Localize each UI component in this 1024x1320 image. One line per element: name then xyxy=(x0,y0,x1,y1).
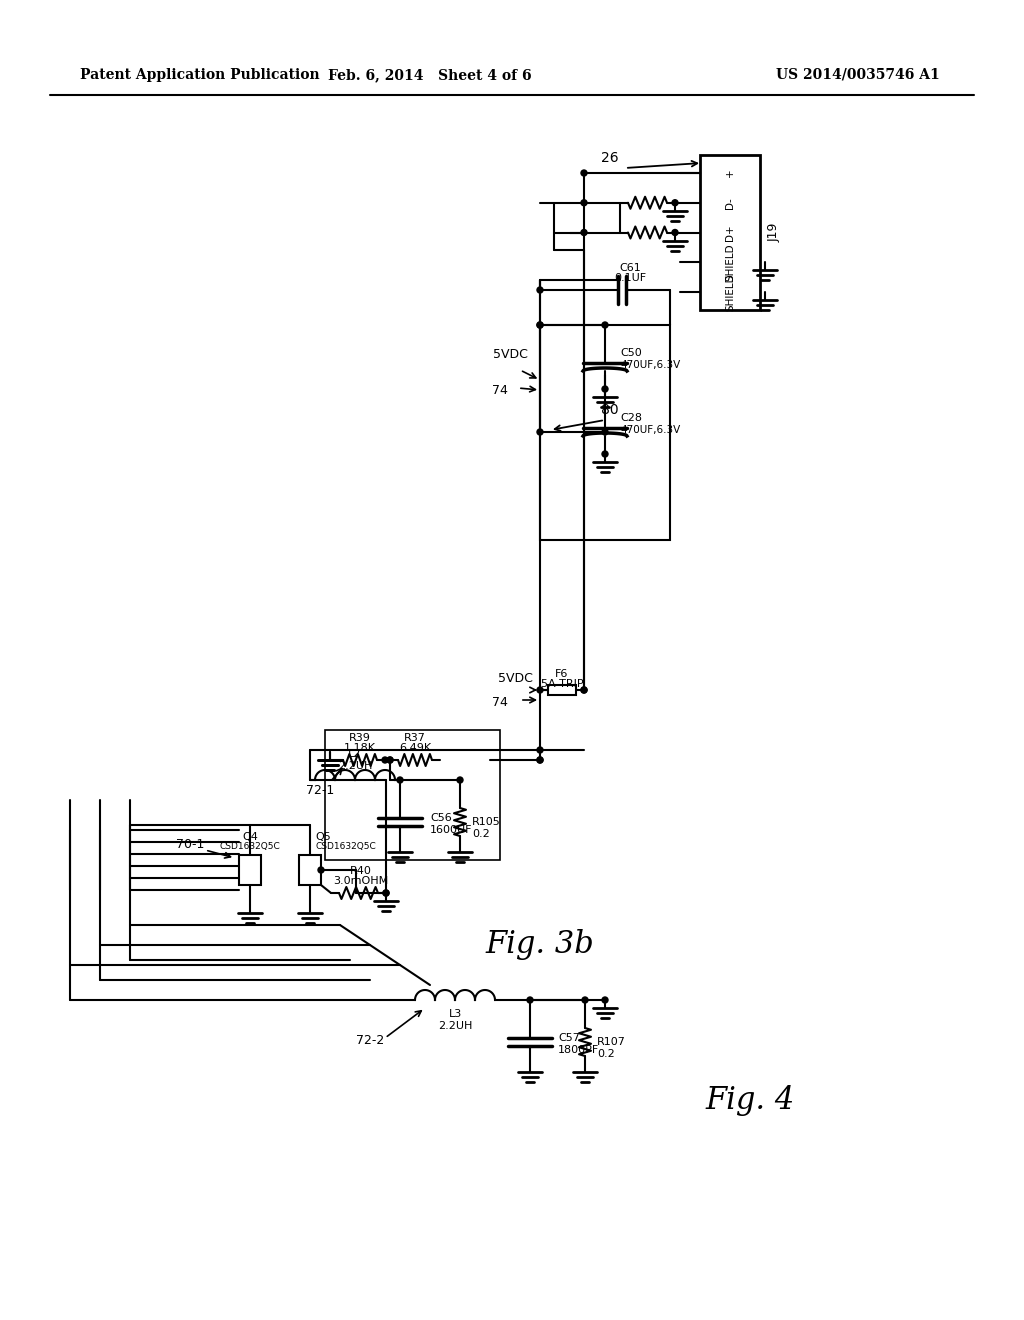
Text: Q4: Q4 xyxy=(242,832,258,842)
Text: 1.18K: 1.18K xyxy=(344,743,376,752)
Circle shape xyxy=(581,686,587,693)
Text: R40: R40 xyxy=(350,866,372,876)
Circle shape xyxy=(383,890,389,896)
Bar xyxy=(239,855,261,884)
Circle shape xyxy=(537,322,543,327)
Circle shape xyxy=(457,777,463,783)
Text: Q5: Q5 xyxy=(315,832,331,842)
Text: +: + xyxy=(725,169,735,177)
Circle shape xyxy=(537,756,543,763)
Text: 5VDC: 5VDC xyxy=(498,672,532,685)
Text: 5A TRIP: 5A TRIP xyxy=(541,678,584,689)
Text: J19: J19 xyxy=(768,223,780,242)
Circle shape xyxy=(537,322,543,327)
Text: SHIELD: SHIELD xyxy=(725,273,735,310)
Text: L3
2.2UH: L3 2.2UH xyxy=(438,1010,472,1031)
Circle shape xyxy=(537,756,543,763)
Text: 470UF,6.3V: 470UF,6.3V xyxy=(620,360,680,370)
Text: D-: D- xyxy=(725,197,735,209)
Text: 1600UF: 1600UF xyxy=(430,825,472,836)
Text: 6.49K: 6.49K xyxy=(399,743,431,752)
Circle shape xyxy=(387,756,393,763)
Text: R105: R105 xyxy=(472,817,501,828)
Circle shape xyxy=(382,756,388,763)
Circle shape xyxy=(602,322,608,327)
Text: 3.0mOHM: 3.0mOHM xyxy=(334,876,389,886)
Text: C28: C28 xyxy=(620,413,642,422)
Text: US 2014/0035746 A1: US 2014/0035746 A1 xyxy=(776,69,940,82)
Circle shape xyxy=(581,686,587,693)
Text: 70-1: 70-1 xyxy=(176,838,204,851)
Text: C61: C61 xyxy=(620,263,641,273)
Text: R37: R37 xyxy=(404,733,426,743)
Text: R39: R39 xyxy=(349,733,371,743)
Circle shape xyxy=(581,230,587,235)
Text: 470UF,6.3V: 470UF,6.3V xyxy=(620,425,680,436)
Circle shape xyxy=(602,451,608,457)
Text: 72-1: 72-1 xyxy=(306,784,334,796)
Text: 26: 26 xyxy=(601,150,618,165)
Text: 0.2: 0.2 xyxy=(472,829,489,840)
Text: 80: 80 xyxy=(601,403,618,417)
Text: L2
2.2UH: L2 2.2UH xyxy=(338,750,372,771)
Text: 74: 74 xyxy=(493,696,508,709)
Text: 74: 74 xyxy=(493,384,508,396)
Text: CSD1632Q5C: CSD1632Q5C xyxy=(315,842,376,851)
Circle shape xyxy=(537,747,543,752)
Circle shape xyxy=(582,997,588,1003)
Text: Fig. 3b: Fig. 3b xyxy=(485,929,594,961)
Circle shape xyxy=(602,429,608,436)
Circle shape xyxy=(602,997,608,1003)
Text: 1800PF: 1800PF xyxy=(558,1045,599,1055)
Circle shape xyxy=(318,867,324,873)
Bar xyxy=(548,685,575,696)
Circle shape xyxy=(581,170,587,176)
Circle shape xyxy=(537,429,543,436)
Text: C57: C57 xyxy=(558,1034,580,1043)
Circle shape xyxy=(602,385,608,392)
Bar xyxy=(299,855,321,884)
Circle shape xyxy=(672,230,678,235)
Text: SHIELD: SHIELD xyxy=(725,243,735,281)
Circle shape xyxy=(672,199,678,206)
Text: Fig. 4: Fig. 4 xyxy=(706,1085,795,1115)
Text: Feb. 6, 2014   Sheet 4 of 6: Feb. 6, 2014 Sheet 4 of 6 xyxy=(328,69,531,82)
Bar xyxy=(325,730,500,861)
Text: 72-2: 72-2 xyxy=(356,1034,384,1047)
Text: D+: D+ xyxy=(725,224,735,240)
Text: C50: C50 xyxy=(620,348,642,358)
Text: 5VDC: 5VDC xyxy=(493,348,527,362)
Circle shape xyxy=(383,890,389,896)
Text: C56: C56 xyxy=(430,813,452,822)
Circle shape xyxy=(537,286,543,293)
Text: Patent Application Publication: Patent Application Publication xyxy=(80,69,319,82)
Text: R107: R107 xyxy=(597,1038,626,1047)
Text: CSD1632Q5C: CSD1632Q5C xyxy=(219,842,281,851)
Circle shape xyxy=(387,756,393,763)
Text: 0.2: 0.2 xyxy=(597,1049,614,1059)
Text: F6: F6 xyxy=(555,669,568,678)
Bar xyxy=(700,154,760,310)
Circle shape xyxy=(537,686,543,693)
Circle shape xyxy=(581,199,587,206)
Bar xyxy=(540,325,670,540)
Circle shape xyxy=(527,997,534,1003)
Text: 0.1UF: 0.1UF xyxy=(614,273,646,282)
Circle shape xyxy=(397,777,403,783)
